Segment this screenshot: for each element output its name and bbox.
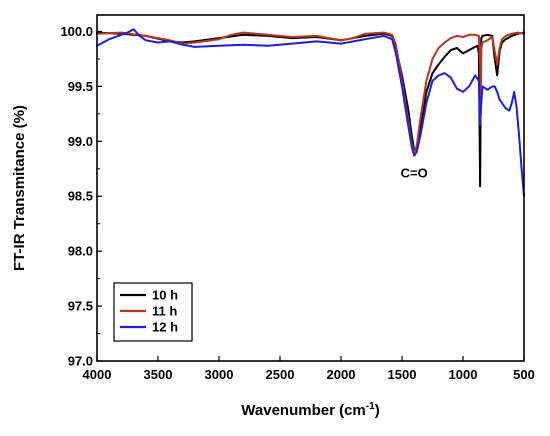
y-tick-label: 100.0 [60,24,93,39]
legend: 10 h11 h12 h [113,282,193,342]
x-tick-label: 2000 [327,367,356,382]
y-tick-label: 97.0 [68,354,93,369]
y-tick-label: 97.5 [68,299,93,314]
x-axis-title-end: ) [375,402,380,419]
plot-frame [96,14,525,362]
x-axis-title-superscript: -1 [366,401,375,412]
y-tick-label: 98.0 [68,244,93,259]
x-axis-title-main: Wavenumber (cm [241,402,365,419]
x-tick-label: 3500 [144,367,173,382]
legend-label: 12 h [152,320,178,335]
annotation-label: C=O [401,166,428,181]
annotation-layer: C=O [401,166,428,181]
legend-label: 10 h [152,288,178,303]
y-axis-title: FT-IR Transmitance (%) [11,105,28,271]
series-line-11h [96,31,525,154]
x-tick-label: 4000 [83,367,112,382]
legend-label: 11 h [152,304,177,319]
series-line-12h [96,28,525,198]
y-tick-label: 98.5 [68,189,93,204]
x-axis-title: Wavenumber (cm-1) [241,401,379,419]
x-tick-label: 3000 [205,367,234,382]
y-axis-title-group: FT-IR Transmitance (%) [11,105,28,271]
series-layer [96,28,525,198]
series-line-10h [96,31,525,188]
y-tick-label: 99.0 [68,134,93,149]
y-tick-label: 99.5 [68,79,93,94]
x-tick-label: 1000 [449,367,478,382]
x-tick-label: 1500 [388,367,417,382]
x-tick-label: 500 [513,367,535,382]
x-tick-label: 2500 [266,367,295,382]
